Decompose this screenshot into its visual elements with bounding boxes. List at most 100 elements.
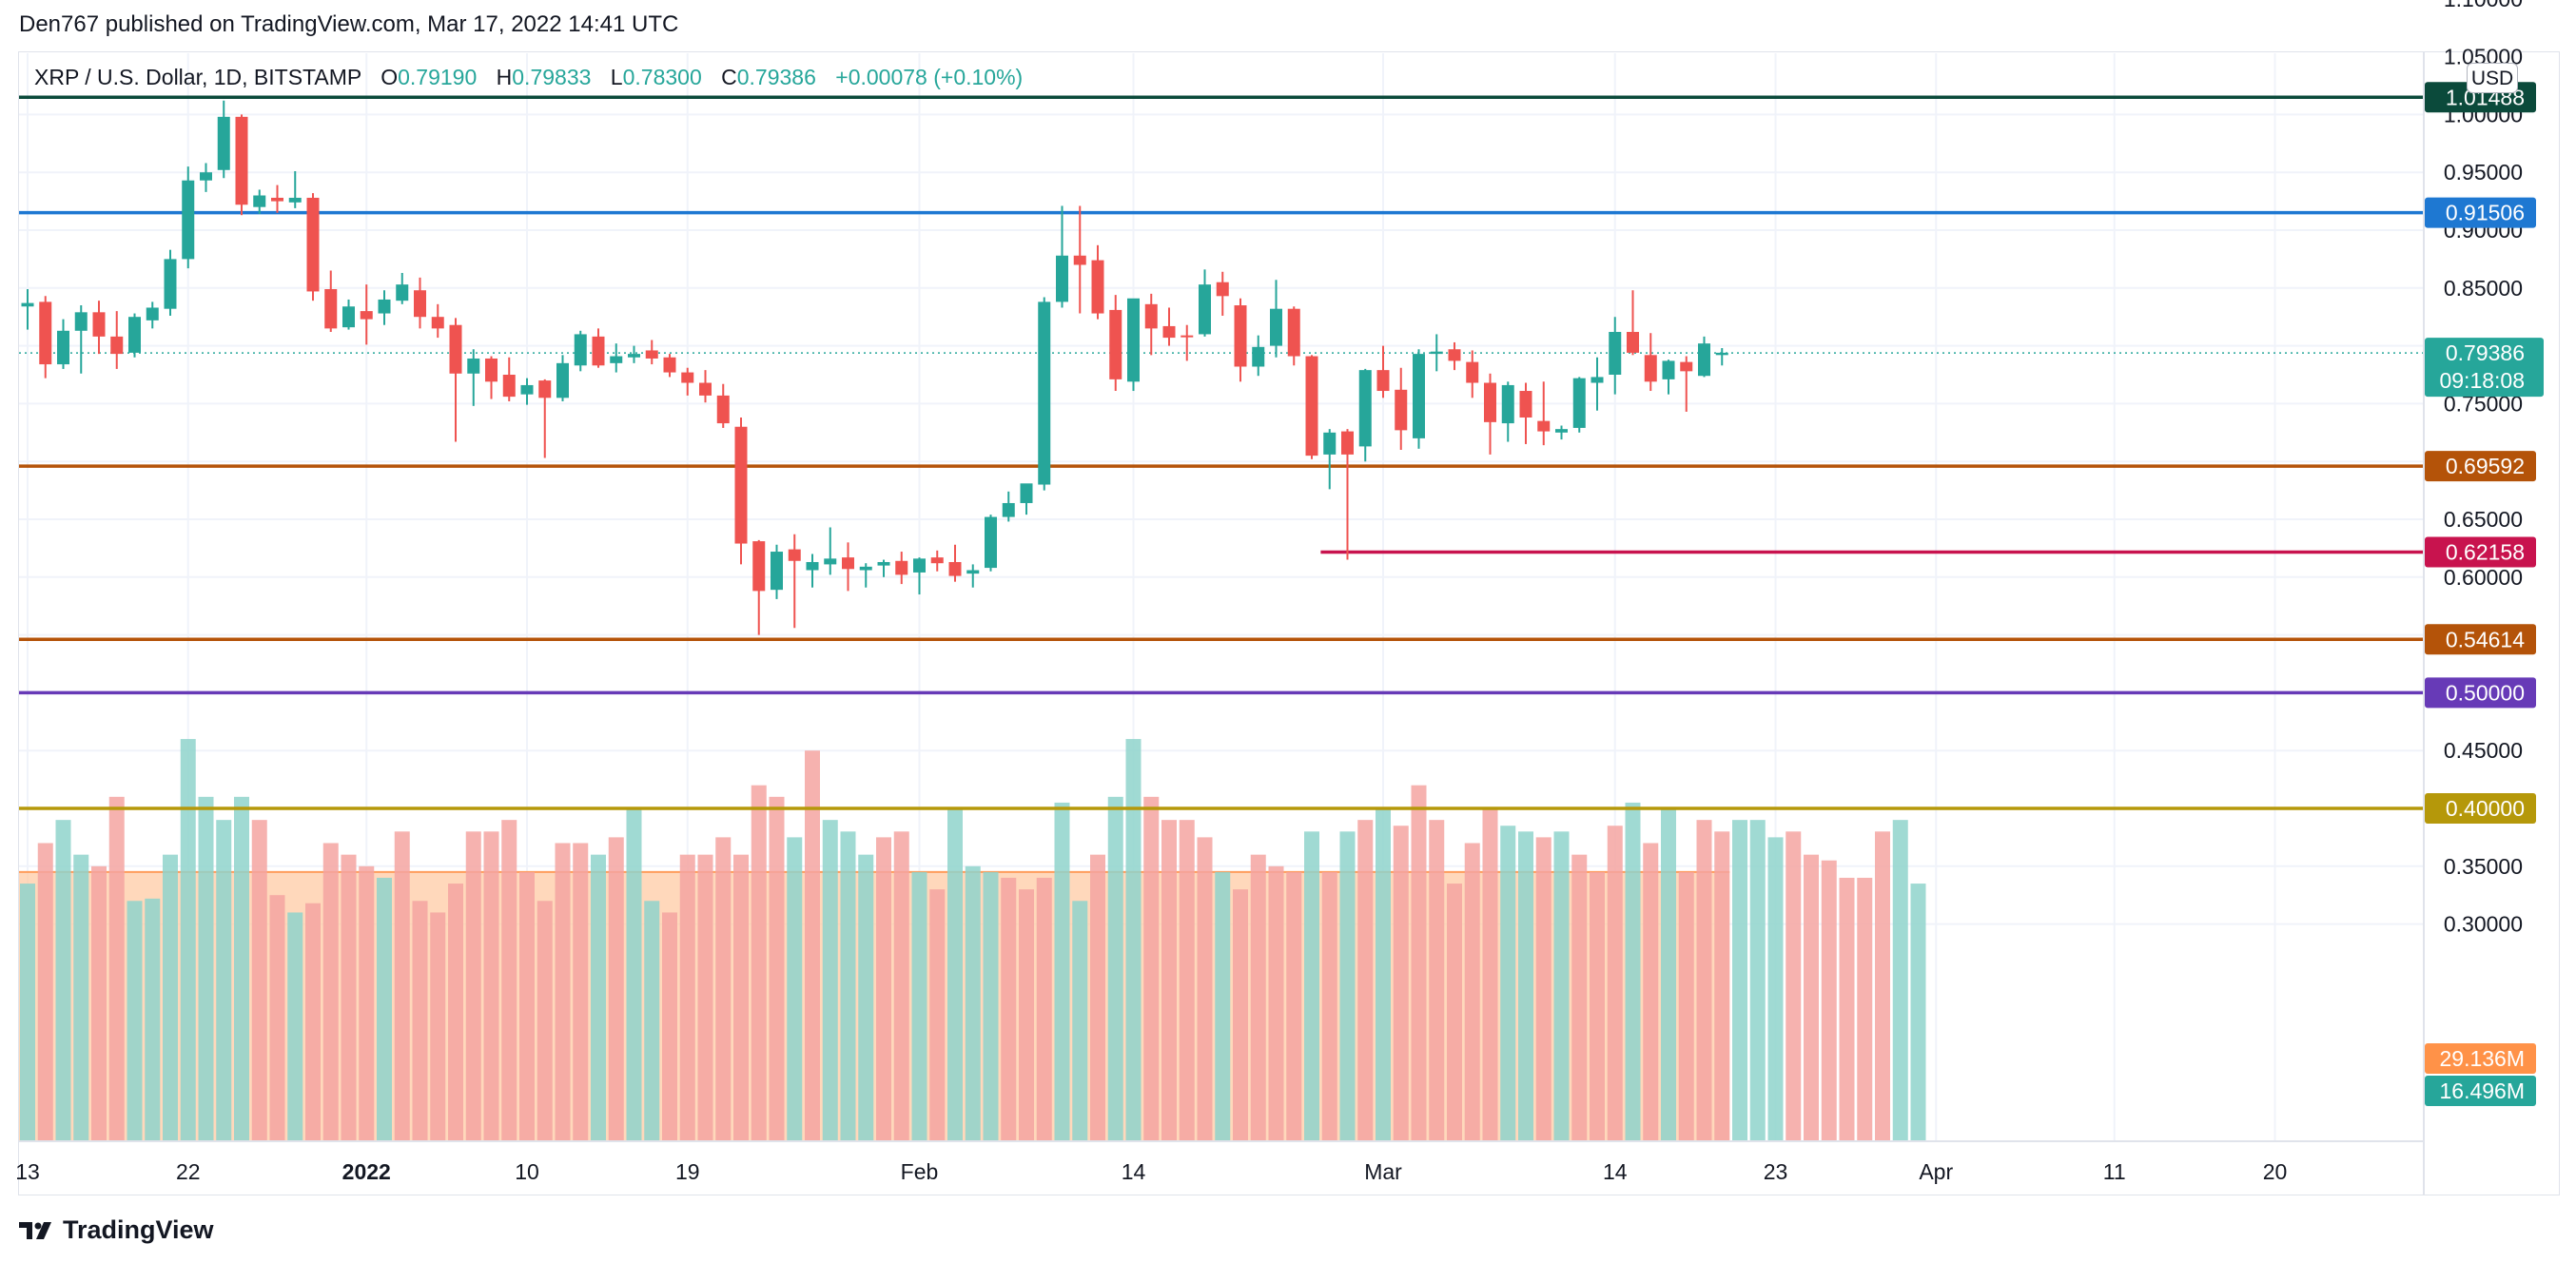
candle-body bbox=[1609, 332, 1622, 375]
candle-body bbox=[1698, 343, 1710, 377]
level-label: 0.50000 bbox=[2446, 680, 2525, 705]
level-label-bg bbox=[2425, 536, 2536, 568]
last-price-label-bg bbox=[2425, 338, 2544, 398]
volume-bar bbox=[1286, 871, 1302, 1141]
candle-body bbox=[431, 317, 444, 329]
volume-bar bbox=[1518, 831, 1533, 1141]
volume-bar bbox=[1553, 831, 1570, 1141]
volume-bar bbox=[1090, 854, 1105, 1141]
volume-bar bbox=[1107, 796, 1123, 1141]
candle-body bbox=[110, 336, 124, 355]
volume-bar bbox=[55, 820, 71, 1141]
level-label-bg bbox=[2425, 197, 2536, 228]
volume-bar bbox=[947, 808, 963, 1141]
volume-bar bbox=[1179, 820, 1195, 1141]
candle-body bbox=[1056, 255, 1068, 302]
candle-body bbox=[645, 350, 658, 359]
volume-bar bbox=[1857, 877, 1873, 1141]
volume-bar bbox=[145, 898, 161, 1141]
price-axis: 1.200001.150001.100001.050001.000000.950… bbox=[2423, 0, 2523, 1195]
time-tick-label: 14 bbox=[1122, 1159, 1146, 1184]
time-tick-label: 2022 bbox=[342, 1159, 391, 1184]
candle-body bbox=[716, 395, 730, 424]
candle-body bbox=[1305, 356, 1318, 457]
volume-bar bbox=[430, 912, 446, 1141]
candle-body bbox=[1395, 389, 1408, 431]
candle-body bbox=[1252, 346, 1265, 367]
candle-body bbox=[1376, 370, 1390, 392]
candle-body bbox=[1323, 432, 1337, 455]
volume-bar bbox=[1607, 826, 1623, 1141]
high-label: H bbox=[496, 65, 513, 89]
volume-bar bbox=[1411, 785, 1427, 1141]
price-tick-label: 0.30000 bbox=[2444, 912, 2523, 937]
currency-button[interactable]: USD bbox=[2467, 63, 2518, 93]
candle-body bbox=[681, 372, 694, 383]
candle-body bbox=[1144, 303, 1158, 329]
volume-bars bbox=[19, 739, 1926, 1141]
volume-bar bbox=[537, 901, 553, 1141]
volume-last-label: 16.496M bbox=[2439, 1078, 2525, 1103]
level-label-bg bbox=[2425, 793, 2536, 824]
candle-body bbox=[859, 566, 872, 571]
volume-bar bbox=[37, 843, 53, 1141]
brand-name: TradingView bbox=[63, 1215, 214, 1244]
volume-bar bbox=[1429, 820, 1445, 1141]
volume-bar bbox=[1036, 877, 1052, 1141]
close-value: 0.79386 bbox=[736, 65, 816, 89]
candle-body bbox=[39, 301, 52, 365]
volume-bar bbox=[448, 884, 463, 1141]
volume-bar bbox=[1447, 884, 1462, 1141]
price-tick-label: 0.45000 bbox=[2444, 738, 2523, 763]
candle-body bbox=[182, 180, 195, 260]
volume-bar bbox=[1393, 826, 1409, 1141]
volume-bar bbox=[876, 837, 891, 1141]
symbol-name: XRP / U.S. Dollar, 1D, BITSTAMP bbox=[34, 65, 361, 89]
volume-bar bbox=[983, 871, 999, 1141]
change-value: +0.00078 (+0.10%) bbox=[835, 65, 1024, 89]
candle-body bbox=[610, 356, 623, 363]
volume-bar bbox=[1661, 808, 1676, 1141]
candle-body bbox=[449, 324, 462, 374]
volume-bar bbox=[751, 785, 767, 1141]
grid-lines bbox=[19, 53, 2424, 1141]
volume-bar bbox=[1376, 808, 1391, 1141]
candle-body bbox=[1127, 298, 1140, 382]
last-price-label: 0.79386 bbox=[2446, 340, 2525, 365]
candle-body bbox=[966, 570, 980, 574]
countdown-label: 09:18:08 bbox=[2439, 368, 2525, 393]
volume-last-label-bg bbox=[2425, 1076, 2536, 1106]
time-tick-label: 23 bbox=[1764, 1159, 1788, 1184]
volume-bar bbox=[1732, 820, 1747, 1141]
volume-bar bbox=[697, 854, 713, 1141]
time-tick-label: Feb bbox=[901, 1159, 939, 1184]
candle-body bbox=[21, 302, 34, 307]
chart-frame bbox=[18, 51, 2560, 1195]
candle-body bbox=[342, 306, 355, 328]
volume-bar bbox=[1321, 871, 1337, 1141]
volume-bar bbox=[394, 831, 410, 1141]
volume-bar bbox=[1019, 889, 1034, 1141]
candle-body bbox=[930, 557, 944, 564]
volume-bar bbox=[1892, 820, 1908, 1141]
candle-body bbox=[1073, 255, 1086, 265]
volume-bar bbox=[555, 843, 571, 1141]
volume-bar bbox=[1786, 831, 1802, 1141]
candle-body bbox=[1181, 335, 1194, 338]
tradingview-logo[interactable]: TradingView bbox=[19, 1215, 214, 1245]
volume-bar bbox=[465, 831, 481, 1141]
price-tick-label: 0.85000 bbox=[2444, 276, 2523, 301]
volume-bar bbox=[1804, 854, 1819, 1141]
volume-bar bbox=[911, 871, 927, 1141]
tradingview-logo-icon bbox=[19, 1221, 51, 1239]
candle-body bbox=[574, 334, 587, 366]
candle-body bbox=[467, 358, 480, 374]
candle-body bbox=[92, 312, 106, 337]
volume-bar bbox=[1910, 884, 1926, 1141]
volume-bar bbox=[91, 865, 107, 1141]
volume-bar bbox=[287, 912, 303, 1141]
volume-bar bbox=[591, 854, 606, 1141]
open-value: 0.79190 bbox=[398, 65, 478, 89]
candle-body bbox=[538, 380, 552, 398]
